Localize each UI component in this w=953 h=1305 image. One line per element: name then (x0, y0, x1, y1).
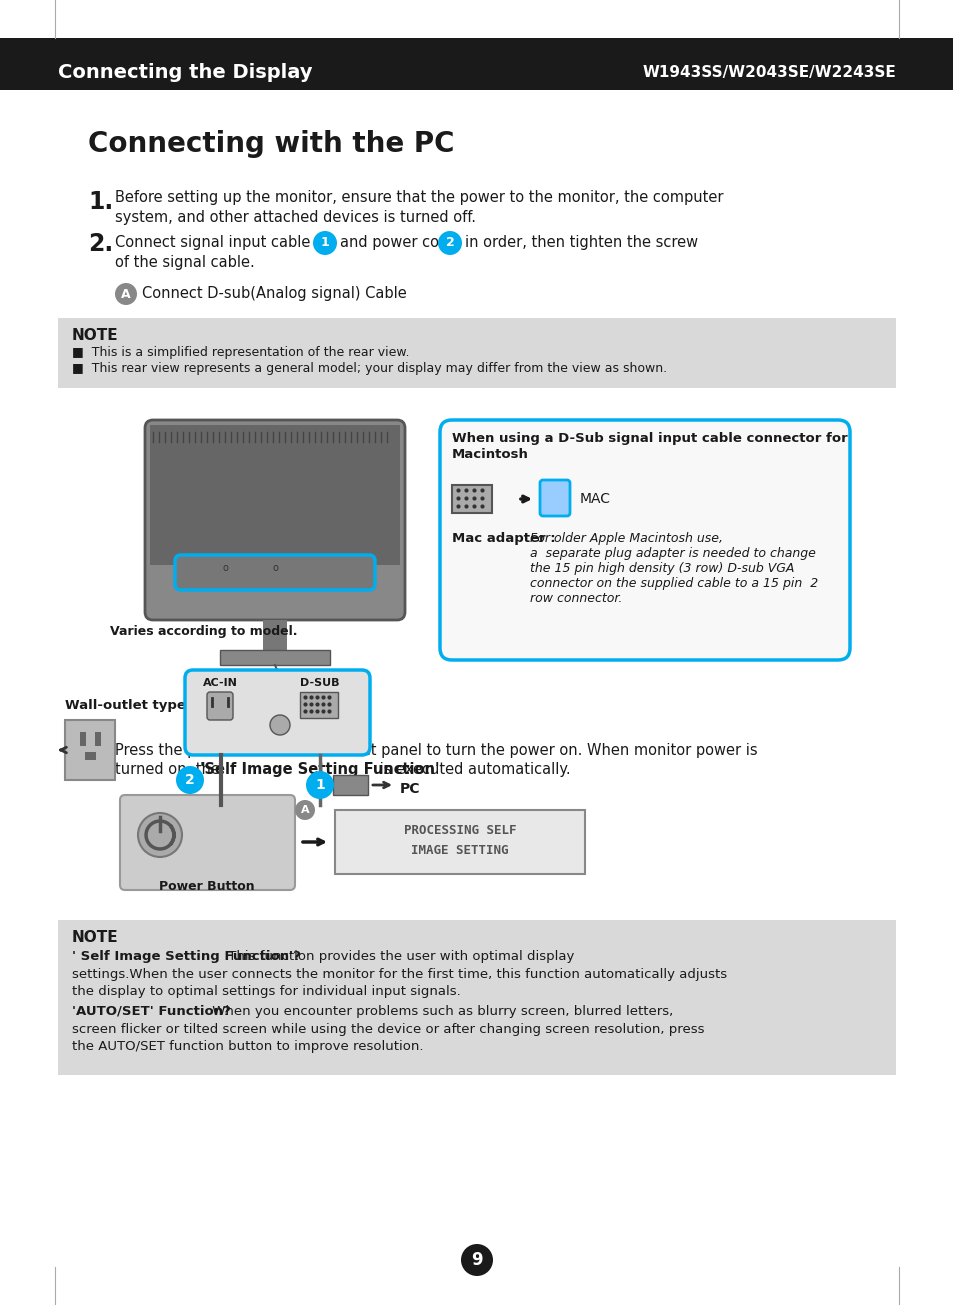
Text: ■  This rear view represents a general model; your display may differ from the v: ■ This rear view represents a general mo… (71, 361, 666, 375)
FancyBboxPatch shape (539, 480, 569, 515)
Text: system, and other attached devices is turned off.: system, and other attached devices is tu… (115, 210, 476, 224)
Text: AC-IN: AC-IN (202, 679, 237, 688)
Bar (335, 810, 584, 874)
Text: in order, then tighten the screw: in order, then tighten the screw (464, 235, 698, 251)
FancyBboxPatch shape (207, 692, 233, 720)
Bar (95, 732, 101, 746)
FancyBboxPatch shape (174, 555, 375, 590)
Text: Power Button: Power Button (159, 880, 254, 893)
Bar (452, 485, 492, 513)
Text: and power cord: and power cord (339, 235, 454, 251)
Text: Press the power button on the front panel to turn the power on. When monitor pow: Press the power button on the front pane… (115, 743, 757, 758)
Bar (65, 720, 115, 780)
Text: A: A (300, 805, 309, 816)
Text: of the signal cable.: of the signal cable. (115, 254, 254, 270)
Text: When you encounter problems such as blurry screen, blurred letters,: When you encounter problems such as blur… (208, 1005, 673, 1018)
Circle shape (175, 766, 204, 793)
Text: ' Self Image Setting Function'?: ' Self Image Setting Function'? (71, 950, 300, 963)
Bar (299, 692, 337, 718)
Text: 1: 1 (320, 236, 329, 249)
Text: Before setting up the monitor, ensure that the power to the monitor, the compute: Before setting up the monitor, ensure th… (115, 191, 722, 205)
Text: settings.When the user connects the monitor for the first time, this function au: settings.When the user connects the moni… (71, 968, 726, 981)
Bar (58, 920, 895, 1075)
Bar (0, 38, 953, 90)
Text: A: A (121, 287, 131, 300)
Text: 2.: 2. (88, 232, 113, 256)
Circle shape (138, 813, 182, 857)
Bar (85, 752, 96, 760)
Bar (150, 425, 399, 565)
Text: MAC: MAC (579, 492, 610, 506)
Bar (333, 775, 368, 795)
Text: Mac adapter :: Mac adapter : (452, 532, 559, 545)
Text: Connecting with the PC: Connecting with the PC (88, 130, 454, 158)
Text: This function provides the user with optimal display: This function provides the user with opt… (224, 950, 574, 963)
Circle shape (115, 283, 137, 305)
Circle shape (437, 231, 461, 254)
Text: Connect D-sub(Analog signal) Cable: Connect D-sub(Analog signal) Cable (142, 286, 406, 301)
Text: 'Self Image Setting Function': 'Self Image Setting Function' (200, 762, 439, 776)
Circle shape (294, 800, 314, 820)
Bar (263, 620, 287, 650)
Text: PC: PC (399, 782, 420, 796)
FancyBboxPatch shape (185, 669, 370, 756)
Text: D-SUB: D-SUB (300, 679, 339, 688)
Bar (80, 732, 86, 746)
Text: ■  This is a simplified representation of the rear view.: ■ This is a simplified representation of… (71, 346, 409, 359)
FancyBboxPatch shape (439, 420, 849, 660)
Text: 2: 2 (445, 236, 454, 249)
Text: When using a D-Sub signal input cable connector for: When using a D-Sub signal input cable co… (452, 432, 847, 445)
Circle shape (313, 231, 336, 254)
Bar (220, 650, 330, 666)
Bar (58, 318, 895, 388)
Text: NOTE: NOTE (71, 930, 118, 945)
Circle shape (306, 771, 334, 799)
Text: IMAGE SETTING: IMAGE SETTING (411, 843, 508, 856)
Text: 9: 9 (471, 1251, 482, 1268)
Text: Varies according to model.: Varies according to model. (110, 625, 297, 638)
Text: Connecting the Display: Connecting the Display (58, 63, 313, 81)
Text: is executed automatically.: is executed automatically. (375, 762, 570, 776)
Circle shape (270, 715, 290, 735)
Text: o: o (272, 562, 277, 573)
FancyBboxPatch shape (120, 795, 294, 890)
Text: NOTE: NOTE (71, 328, 118, 343)
Text: For older Apple Macintosh use,
a  separate plug adapter is needed to change
the : For older Apple Macintosh use, a separat… (530, 532, 818, 606)
Text: 3.: 3. (88, 740, 113, 763)
Text: the AUTO/SET function button to improve resolution.: the AUTO/SET function button to improve … (71, 1040, 423, 1053)
Text: PROCESSING SELF: PROCESSING SELF (403, 823, 516, 837)
FancyBboxPatch shape (145, 420, 405, 620)
Text: Wall-outlet type: Wall-outlet type (65, 698, 186, 711)
Text: turned on, the: turned on, the (115, 762, 224, 776)
Text: 2: 2 (185, 773, 194, 787)
Text: 'AUTO/SET' Function?: 'AUTO/SET' Function? (71, 1005, 231, 1018)
Text: the display to optimal settings for individual input signals.: the display to optimal settings for indi… (71, 985, 460, 998)
Text: screen flicker or tilted screen while using the device or after changing screen : screen flicker or tilted screen while us… (71, 1023, 703, 1036)
Text: Macintosh: Macintosh (452, 448, 528, 461)
Text: Connect signal input cable: Connect signal input cable (115, 235, 310, 251)
Circle shape (460, 1244, 493, 1276)
Text: 1: 1 (314, 778, 325, 792)
Text: W1943SS/W2043SE/W2243SE: W1943SS/W2043SE/W2243SE (641, 64, 895, 80)
Text: 1.: 1. (88, 191, 113, 214)
Text: o: o (222, 562, 228, 573)
